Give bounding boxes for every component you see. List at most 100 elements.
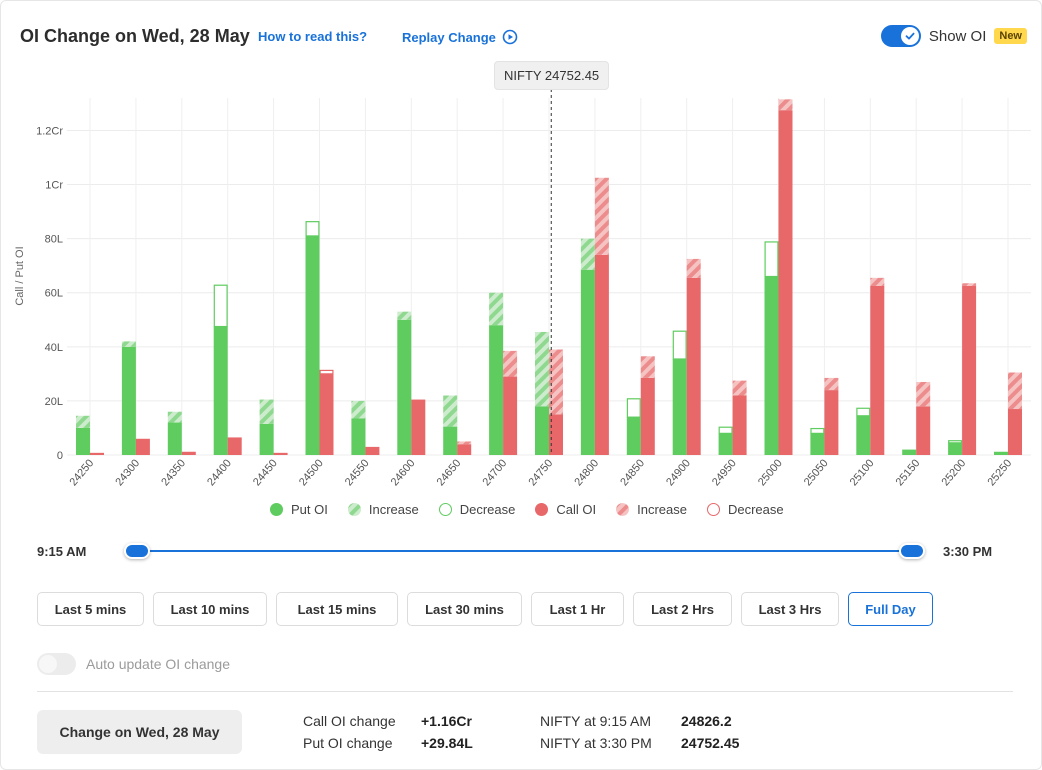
put-oi-bar[interactable] [121,346,136,455]
put-oi-bar[interactable] [259,423,274,455]
put-oi-bar[interactable] [902,449,917,455]
put-oi-increase-bar[interactable] [489,292,504,326]
range-last-2-hrs-button[interactable]: Last 2 Hrs [633,592,732,626]
put-oi-bar[interactable] [443,426,458,455]
put-oi-decrease-bar[interactable] [213,284,228,328]
call-oi-bar[interactable] [457,444,472,455]
legend-call-decrease[interactable]: Decrease [706,502,784,517]
put-oi-bar[interactable] [994,451,1008,455]
put-oi-bar[interactable] [351,418,366,455]
put-oi-decrease-bar[interactable] [672,330,687,360]
put-oi-decrease-bar[interactable] [718,426,733,434]
slider-track[interactable] [138,550,913,552]
put-oi-decrease-bar[interactable] [626,398,641,418]
call-oi-bar[interactable] [503,376,518,455]
call-oi-decrease-bar[interactable] [411,399,426,402]
put-oi-bar[interactable] [76,427,90,455]
slider-end-handle[interactable] [899,543,925,559]
call-oi-increase-bar[interactable] [824,377,839,391]
call-oi-increase-bar[interactable] [549,349,563,415]
call-oi-increase-bar[interactable] [686,258,701,278]
call-oi-bar[interactable] [273,452,288,455]
put-oi-increase-bar[interactable] [76,415,90,428]
put-oi-decrease-bar[interactable] [810,427,825,434]
legend-label: Increase [637,502,687,517]
auto-update-toggle[interactable] [37,653,76,675]
change-date-button[interactable]: Change on Wed, 28 May [37,710,242,754]
call-oi-increase-bar[interactable] [870,277,885,286]
put-oi-bar[interactable] [489,325,504,455]
range-last-1-hr-button[interactable]: Last 1 Hr [531,592,624,626]
put-oi-bar[interactable] [948,442,963,455]
put-oi-bar[interactable] [580,269,595,455]
call-oi-increase-bar[interactable] [1008,372,1022,410]
put-oi-decrease-bar[interactable] [764,241,779,278]
put-oi-increase-bar[interactable] [397,311,412,320]
legend-put-increase[interactable]: Increase [347,502,419,517]
put-oi-decrease-bar[interactable] [856,407,871,417]
call-oi-bar[interactable] [319,373,334,455]
legend-call-oi[interactable]: Call OI [535,502,596,517]
call-oi-increase-bar[interactable] [732,380,747,396]
put-oi-increase-bar[interactable] [167,411,182,423]
put-oi-bar[interactable] [535,406,549,455]
legend-put-decrease[interactable]: Decrease [438,502,515,517]
put-oi-bar[interactable] [718,433,733,455]
put-oi-bar[interactable] [305,235,320,455]
call-oi-decrease-bar[interactable] [227,437,242,440]
call-oi-bar[interactable] [90,452,104,455]
show-oi-toggle[interactable] [880,25,921,47]
call-oi-bar[interactable] [640,377,655,455]
call-oi-bar[interactable] [411,400,426,455]
legend-call-increase[interactable]: Increase [616,502,687,517]
call-oi-bar[interactable] [778,110,793,455]
call-oi-increase-bar[interactable] [778,99,793,111]
put-oi-bar[interactable] [672,358,687,455]
call-oi-bar[interactable] [870,285,885,455]
slider-start-handle[interactable] [124,543,150,559]
call-oi-bar[interactable] [916,406,931,455]
call-oi-bar[interactable] [181,451,196,455]
put-oi-increase-bar[interactable] [351,400,366,419]
put-oi-increase-bar[interactable] [121,341,136,347]
call-oi-bar[interactable] [732,395,747,456]
call-oi-bar[interactable] [824,390,839,455]
range-full-day-button[interactable]: Full Day [848,592,933,626]
range-last-3-hrs-button[interactable]: Last 3 Hrs [741,592,839,626]
call-oi-bar[interactable] [962,285,977,455]
call-oi-decrease-bar[interactable] [319,369,334,375]
call-oi-increase-bar[interactable] [916,381,931,407]
put-oi-bar[interactable] [626,417,641,455]
call-oi-increase-bar[interactable] [962,283,977,286]
put-oi-bar[interactable] [764,276,779,456]
call-oi-bar[interactable] [227,438,242,455]
call-oi-bar[interactable] [1008,409,1022,455]
put-oi-bar[interactable] [167,422,182,455]
call-oi-bar[interactable] [594,254,609,455]
put-oi-increase-bar[interactable] [443,395,458,427]
put-oi-bar[interactable] [397,319,412,455]
call-oi-bar[interactable] [549,414,563,455]
call-oi-increase-bar[interactable] [457,441,472,445]
put-oi-increase-bar[interactable] [535,331,549,407]
put-oi-bar[interactable] [810,433,825,455]
range-last-5-mins-button[interactable]: Last 5 mins [37,592,144,626]
call-oi-bar[interactable] [135,438,150,455]
legend-put-oi[interactable]: Put OI [270,502,328,517]
how-to-read-link[interactable]: How to read this? [258,29,368,44]
replay-change-link[interactable]: Replay Change [402,29,518,45]
range-last-15-mins-button[interactable]: Last 15 mins [276,592,398,626]
put-oi-decrease-bar[interactable] [948,440,963,444]
call-oi-bar[interactable] [365,446,380,455]
put-oi-increase-bar[interactable] [259,399,274,424]
put-oi-decrease-bar[interactable] [305,221,320,237]
range-last-10-mins-button[interactable]: Last 10 mins [153,592,267,626]
call-oi-increase-bar[interactable] [594,177,609,255]
call-oi-increase-bar[interactable] [503,350,518,377]
put-oi-bar[interactable] [856,415,871,455]
call-oi-increase-bar[interactable] [640,356,655,378]
call-oi-bar[interactable] [686,277,701,455]
range-last-30-mins-button[interactable]: Last 30 mins [407,592,522,626]
put-oi-increase-bar[interactable] [580,238,595,270]
put-oi-bar[interactable] [213,326,228,455]
